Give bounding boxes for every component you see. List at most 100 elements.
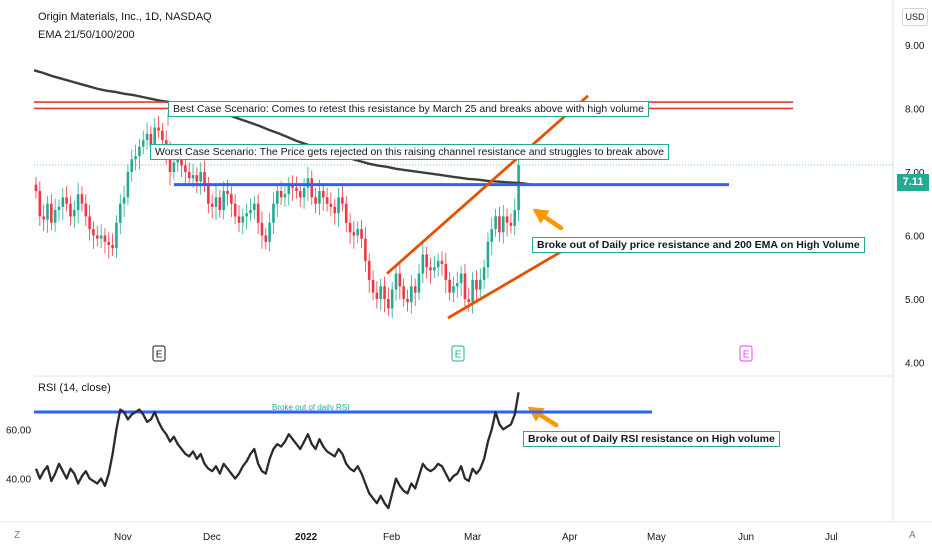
earnings-marker-letter: E	[743, 350, 750, 361]
price-tick-label: 7.00	[905, 168, 925, 179]
candle-body	[134, 156, 137, 160]
candle-body	[291, 184, 294, 188]
time-tick-label: 2022	[295, 532, 318, 543]
candle-body	[486, 241, 490, 268]
candle-body	[138, 146, 141, 157]
candle-body	[264, 235, 268, 242]
candle-body	[398, 273, 402, 287]
zoom-icon[interactable]: Z	[14, 530, 21, 541]
channel-lower-line	[447, 240, 579, 320]
price-breakout-annotation[interactable]: Broke out of Daily price resistance and …	[532, 237, 865, 253]
price-tick-label: 5.00	[905, 295, 925, 306]
candle-body	[337, 197, 340, 214]
time-tick-label: Feb	[383, 532, 401, 543]
earnings-marker: E	[739, 345, 753, 362]
candle-body	[249, 210, 252, 214]
candle-body	[180, 156, 183, 166]
candle-body	[76, 194, 80, 211]
candle-body	[494, 216, 497, 230]
candle-body	[107, 241, 111, 245]
candle-body	[505, 216, 509, 223]
currency-button[interactable]: USD	[902, 8, 928, 26]
price-tick-label: 4.00	[905, 358, 925, 369]
candle-body	[467, 298, 471, 303]
candle-body	[394, 273, 398, 290]
candle-body	[417, 273, 421, 293]
candle-body	[413, 286, 417, 293]
candle-body	[245, 213, 248, 217]
candle-body	[314, 197, 317, 204]
rsi-tick-label: 60.00	[6, 425, 31, 436]
candle-body	[253, 203, 256, 211]
time-tick-label: Apr	[562, 532, 578, 543]
candle-body	[230, 194, 233, 204]
candle-body	[283, 194, 287, 198]
indicator-legend: EMA 21/50/100/200	[38, 29, 135, 41]
candle-body	[88, 216, 91, 230]
worst-case-annotation[interactable]: Worst Case Scenario: The Price gets reje…	[150, 144, 670, 160]
candle-body	[92, 229, 95, 236]
candle-body	[433, 267, 436, 271]
candle-body	[329, 203, 333, 207]
candle-body	[429, 267, 432, 271]
candle-body	[352, 232, 356, 236]
candle-body	[226, 191, 229, 195]
candle-body	[73, 210, 76, 217]
candle-body	[57, 206, 61, 211]
rsi-breakout-arrow	[527, 406, 559, 428]
candle-body	[471, 279, 474, 303]
candle-body	[65, 197, 68, 204]
arrow-head	[532, 208, 550, 224]
candle-body	[184, 165, 187, 172]
candle-body	[275, 191, 279, 204]
candle-body	[115, 222, 118, 249]
candle-body	[149, 133, 153, 147]
candlestick-series	[34, 116, 520, 319]
ema200-line	[33, 69, 532, 186]
candle-body	[501, 216, 505, 233]
candle-body	[69, 203, 72, 217]
candle-body	[475, 279, 478, 290]
candle-body	[203, 171, 206, 185]
earnings-marker-letter: E	[455, 350, 462, 361]
rsi-line	[34, 392, 520, 510]
time-tick-label: Nov	[114, 532, 132, 543]
candle-body	[478, 279, 482, 290]
candle-body	[111, 244, 114, 249]
price-tick-label: 8.00	[905, 104, 925, 115]
candle-body	[241, 216, 245, 223]
candle-body	[279, 191, 283, 198]
candle-body	[410, 286, 413, 303]
last-price-tag: 7.11	[897, 174, 929, 191]
candle-body	[191, 175, 195, 179]
candle-body	[172, 162, 176, 172]
earnings-marker-box	[451, 345, 465, 362]
candle-body	[440, 260, 444, 265]
candle-body	[84, 203, 88, 217]
candle-body	[161, 130, 164, 141]
candle-body	[371, 279, 375, 293]
rsi-breakout-annotation[interactable]: Broke out of Daily RSI resistance on Hig…	[523, 431, 780, 447]
candle-body	[199, 171, 202, 182]
candle-body	[287, 184, 291, 195]
candle-body	[390, 289, 394, 309]
candle-body	[145, 133, 149, 141]
earnings-marker: E	[152, 345, 166, 362]
candle-body	[452, 286, 455, 293]
earnings-marker-box	[739, 345, 753, 362]
candle-body	[118, 203, 122, 223]
candle-body	[325, 197, 329, 204]
candle-body	[141, 140, 145, 147]
time-tick-label: Mar	[464, 532, 482, 543]
candle-body	[195, 175, 199, 182]
candle-body	[517, 164, 520, 211]
candle-body	[364, 238, 367, 261]
best-case-annotation[interactable]: Best Case Scenario: Comes to retest this…	[168, 101, 649, 117]
candle-body	[333, 206, 337, 214]
candle-body	[61, 197, 65, 207]
candle-body	[318, 191, 321, 204]
auto-scale-icon[interactable]: A	[909, 530, 916, 541]
candle-body	[210, 203, 214, 207]
price-breakout-arrow	[532, 208, 564, 231]
